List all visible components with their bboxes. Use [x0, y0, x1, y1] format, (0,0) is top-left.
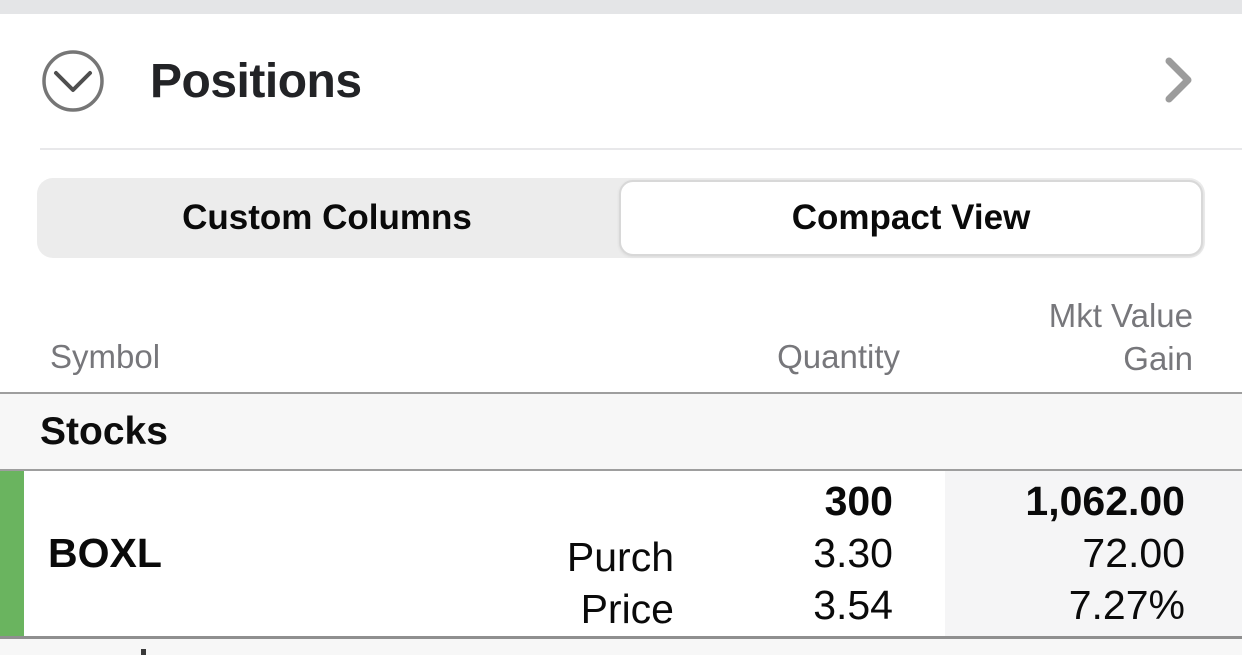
table-divider: [0, 392, 1242, 394]
position-quantity: 300: [824, 478, 893, 524]
view-toggle: Custom Columns Compact View: [37, 178, 1205, 258]
status-bar-strip: [0, 0, 1242, 14]
positions-header: Positions: [0, 14, 1242, 148]
tab-custom-columns[interactable]: Custom Columns: [37, 178, 617, 258]
header-divider: [40, 148, 1242, 150]
section-header-stocks: Stocks: [0, 394, 1242, 469]
collapse-positions-button[interactable]: [40, 48, 106, 114]
purch-label: Purch: [566, 534, 674, 580]
tab-compact-view[interactable]: Compact View: [619, 180, 1203, 256]
gain-indicator-bar: [0, 471, 24, 636]
chevron-right-icon: [1164, 57, 1194, 106]
column-header-mkt-value: Mkt Value: [1048, 297, 1193, 334]
table-divider: [0, 469, 1242, 471]
chevron-down-circle-icon: [40, 50, 106, 117]
mkt-value-column-background: [945, 471, 1242, 636]
positions-detail-button[interactable]: [1164, 57, 1194, 106]
next-row-symbol-peek: [141, 649, 146, 655]
gain-percent: 7.27%: [1068, 582, 1185, 628]
table-column-headers: Symbol Quantity Mkt Value Gain: [0, 258, 1242, 392]
table-divider: [0, 636, 1242, 639]
page-title: Positions: [150, 54, 362, 108]
column-header-gain: Gain: [1123, 340, 1193, 377]
column-header-mkt-value-gain: Mkt Value Gain: [1049, 294, 1193, 380]
column-header-symbol: Symbol: [50, 338, 161, 375]
next-row-partial: [0, 639, 1242, 655]
position-symbol: BOXL: [48, 530, 162, 576]
gain-value: 72.00: [1082, 530, 1185, 576]
section-title: Stocks: [40, 409, 168, 453]
purchase-price: 3.30: [813, 530, 893, 576]
price-label: Price: [580, 586, 674, 632]
last-price: 3.54: [813, 582, 893, 628]
market-value: 1,062.00: [1025, 478, 1185, 524]
column-header-quantity: Quantity: [777, 338, 900, 375]
position-row-boxl[interactable]: BOXL 300 Purch 3.30 Price 3.54 1,062.00 …: [0, 471, 1242, 636]
